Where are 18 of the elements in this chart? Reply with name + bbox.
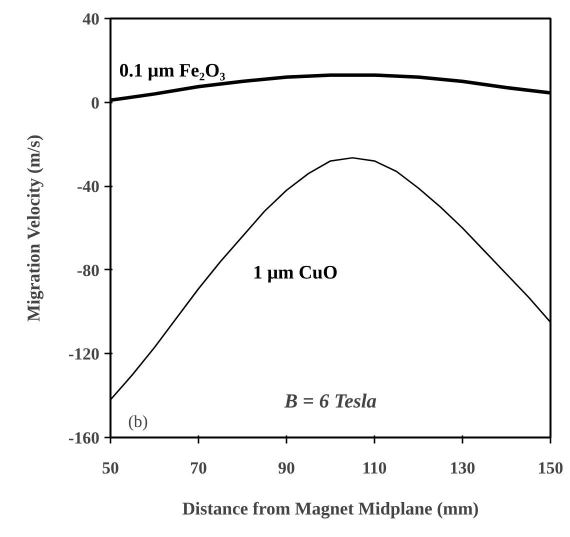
annotation: (b): [128, 412, 148, 432]
x-tick-label: 70: [190, 458, 207, 478]
y-tick-label: 40: [82, 10, 100, 28]
y-tick-label: -40: [76, 177, 100, 196]
y-tick-label: 0: [91, 93, 100, 112]
x-tick-label: 110: [362, 458, 387, 478]
y-tick-label: -80: [76, 260, 100, 280]
y-tick-label: -160: [68, 428, 100, 448]
x-axis-title: Distance from Magnet Midplane (mm): [182, 498, 479, 518]
x-tick-label: 50: [102, 458, 119, 478]
series-label: 1 μm CuO: [252, 262, 338, 284]
x-tick-label: 90: [278, 458, 295, 478]
annotation: B = 6 Tesla: [283, 390, 377, 412]
y-tick-label: -120: [68, 344, 100, 364]
series-label: 0.1 μm Fe₂O₃: [119, 60, 226, 82]
x-tick-label: 130: [450, 458, 476, 478]
y-axis-title: Migration Velocity (m/s): [23, 134, 44, 322]
x-tick-label: 150: [538, 458, 564, 478]
